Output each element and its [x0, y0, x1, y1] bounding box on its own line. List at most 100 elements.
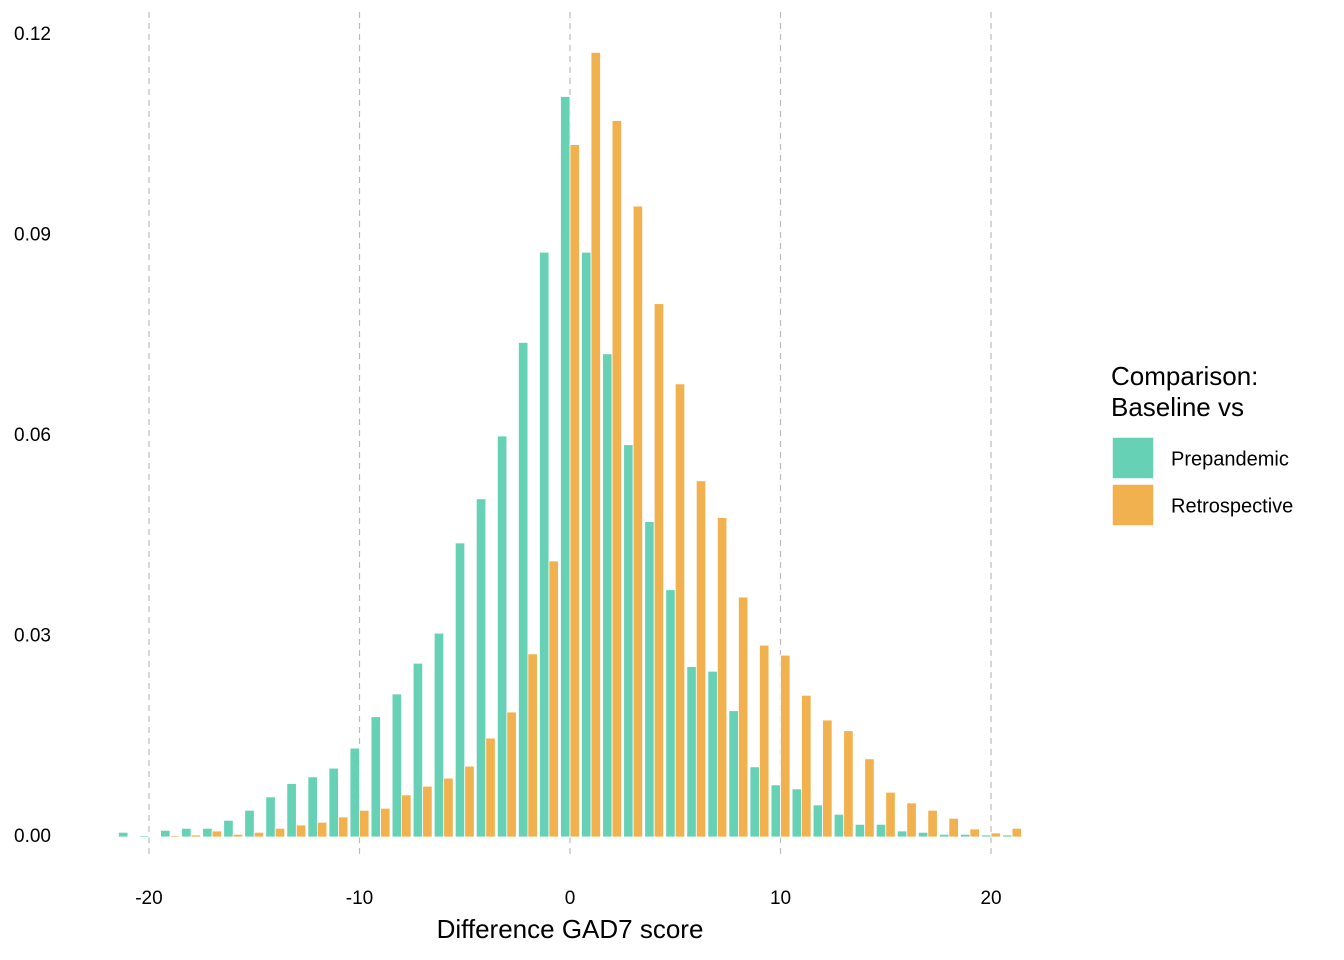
bar [539, 251, 550, 838]
y-tick-label: 0.00 [14, 826, 51, 847]
bar [822, 719, 833, 838]
bar [211, 830, 223, 838]
bar [759, 644, 770, 838]
bar [338, 816, 349, 838]
bar [644, 521, 655, 838]
bar [590, 51, 601, 838]
legend-label: Retrospective [1171, 495, 1293, 517]
bar [307, 776, 318, 838]
bar [791, 788, 802, 838]
legend-key [1111, 436, 1155, 480]
bar [939, 833, 950, 838]
legend-title: Baseline vs [1111, 392, 1244, 422]
bar [738, 596, 749, 838]
bar [190, 834, 201, 838]
bar [286, 783, 297, 838]
bar [118, 831, 129, 838]
bar [274, 827, 286, 838]
bar [632, 205, 644, 838]
bar [244, 809, 255, 838]
bar [875, 823, 887, 838]
bar [443, 777, 454, 838]
bar [464, 765, 475, 838]
y-tick-label: 0.03 [14, 626, 51, 647]
bar [295, 824, 307, 838]
bar [623, 444, 634, 838]
bar [969, 828, 980, 838]
bar [253, 831, 265, 838]
bar [602, 353, 613, 838]
bar [843, 730, 854, 838]
bar [433, 632, 445, 838]
bar [780, 654, 791, 838]
x-tick-label: 20 [980, 888, 1001, 909]
bar [148, 835, 159, 838]
bar [316, 821, 328, 838]
bar [770, 784, 781, 838]
bar [653, 303, 665, 838]
bar [927, 809, 938, 838]
x-tick-label: -20 [135, 888, 162, 909]
x-axis-title: Difference GAD7 score [437, 914, 704, 944]
bar [127, 835, 138, 838]
bar [223, 819, 234, 838]
bar [896, 830, 908, 838]
bar [359, 809, 370, 838]
bar [560, 96, 571, 838]
legend-title: Comparison: [1111, 361, 1258, 391]
bar [496, 435, 508, 838]
bar [518, 342, 529, 838]
bar [265, 796, 276, 838]
bar [391, 693, 402, 838]
bar [581, 251, 592, 838]
bar [506, 711, 517, 838]
bar [665, 589, 676, 838]
bar [1011, 827, 1022, 838]
y-tick-label: 0.06 [14, 425, 51, 446]
bar [686, 666, 697, 838]
bar [422, 785, 433, 838]
bar [370, 716, 381, 838]
bar [412, 662, 424, 838]
bar [485, 737, 496, 838]
bar [139, 835, 150, 838]
bar [401, 794, 412, 838]
bar [695, 480, 707, 838]
bar [960, 833, 971, 838]
bar [674, 383, 686, 838]
bar [181, 827, 192, 838]
legend-key [1111, 483, 1155, 527]
x-tick-label: 10 [770, 888, 791, 909]
bar [981, 834, 992, 838]
bar [707, 670, 718, 838]
bar [1002, 834, 1013, 838]
y-tick-label: 0.12 [14, 24, 51, 45]
bar [569, 144, 580, 838]
bar [202, 827, 213, 838]
bar [990, 832, 1001, 838]
y-tick-label: 0.09 [14, 225, 51, 246]
bar [454, 542, 466, 838]
bar [232, 833, 244, 838]
bar [349, 747, 360, 838]
bar [527, 653, 538, 838]
x-tick-label: -10 [346, 888, 373, 909]
bar [169, 835, 180, 838]
bar [548, 560, 559, 838]
bar [716, 517, 728, 838]
x-tick-label: 0 [565, 888, 576, 909]
bar [801, 694, 812, 838]
bar [611, 120, 622, 838]
legend-label: Prepandemic [1171, 448, 1289, 470]
bar [833, 813, 845, 838]
bar [475, 498, 487, 838]
bar [917, 831, 929, 838]
bar [380, 807, 391, 838]
bar [885, 791, 896, 838]
bar [948, 817, 959, 838]
bar [812, 804, 824, 838]
bar [728, 710, 739, 838]
bar [864, 758, 875, 838]
bar [328, 767, 339, 838]
